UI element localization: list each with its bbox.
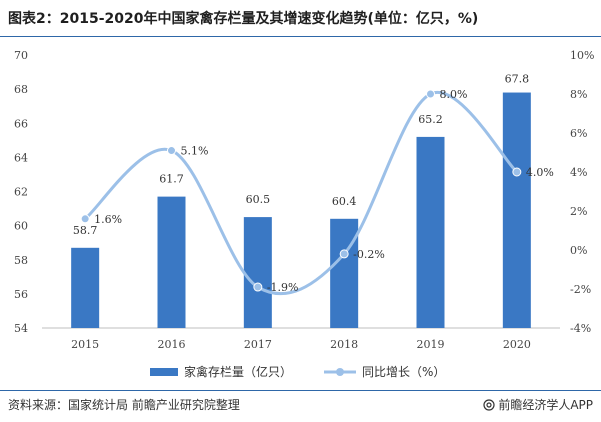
- bar-value-label: 65.2: [418, 113, 443, 126]
- bar: [243, 217, 272, 328]
- growth-point: [512, 167, 522, 177]
- right-axis-tick-label: 10%: [570, 49, 594, 62]
- right-axis-tick-label: 8%: [570, 88, 587, 101]
- x-axis-tick-label: 2015: [71, 338, 99, 351]
- left-axis-tick-label: 64: [14, 151, 28, 164]
- left-axis-tick-label: 62: [14, 186, 28, 199]
- growth-line: [84, 90, 518, 296]
- left-axis-tick-label: 58: [14, 254, 28, 267]
- legend-bar-label: 家禽存栏量（亿只）: [184, 364, 292, 379]
- growth-point: [167, 146, 176, 156]
- bar-value-label: 58.7: [73, 224, 98, 237]
- bar-value-label: 60.4: [332, 195, 357, 208]
- chart-title: 图表2：2015-2020年中国家禽存栏量及其增速变化趋势(单位：亿只，%): [8, 11, 479, 27]
- bar: [502, 92, 531, 328]
- bar-value-label: 60.5: [246, 193, 271, 206]
- x-axis-tick-label: 2020: [503, 338, 531, 351]
- right-axis-tick-label: 6%: [570, 127, 587, 140]
- title-rule: [0, 36, 601, 37]
- right-axis-tick-label: 0%: [570, 244, 587, 257]
- legend-bar-swatch: [150, 368, 178, 376]
- x-axis-tick-label: 2019: [417, 338, 445, 351]
- right-axis-tick-label: -4%: [570, 322, 591, 335]
- bar: [157, 196, 186, 328]
- left-axis-tick-label: 54: [14, 322, 28, 335]
- left-axis-tick-label: 60: [14, 220, 28, 233]
- growth-value-label: -0.2%: [353, 248, 385, 261]
- x-axis-tick-label: 2018: [330, 338, 358, 351]
- x-axis-tick-label: 2017: [244, 338, 272, 351]
- growth-point: [339, 249, 349, 259]
- growth-value-label: 1.6%: [94, 213, 122, 226]
- x-axis-tick-label: 2016: [158, 338, 186, 351]
- bar-value-label: 61.7: [159, 173, 184, 186]
- bar: [71, 247, 100, 328]
- left-axis-tick-label: 68: [14, 83, 28, 96]
- right-axis-tick-label: 2%: [570, 205, 587, 218]
- right-axis-tick-label: -2%: [570, 283, 591, 296]
- growth-value-label: -1.9%: [267, 281, 299, 294]
- bar: [416, 136, 445, 328]
- growth-value-label: 4.0%: [526, 166, 554, 179]
- left-axis-tick-label: 70: [14, 49, 28, 62]
- growth-point: [426, 89, 435, 99]
- bar-value-label: 67.8: [505, 73, 530, 86]
- bar: [330, 218, 359, 328]
- source-note: 资料来源：国家统计局 前瞻产业研究院整理: [8, 398, 240, 412]
- footer-rule: [0, 390, 601, 391]
- legend-line-marker: [336, 368, 344, 376]
- growth-point: [253, 282, 263, 292]
- brand-text: 前瞻经济学人APP: [498, 398, 593, 412]
- brand-credit: 前瞻经济学人APP: [483, 396, 593, 413]
- left-axis-tick-label: 56: [14, 288, 28, 301]
- left-axis-tick-label: 66: [14, 117, 28, 130]
- growth-point: [80, 214, 90, 224]
- growth-value-label: 5.1%: [181, 145, 209, 158]
- right-axis-tick-label: 4%: [570, 166, 587, 179]
- growth-value-label: 8.0%: [440, 88, 468, 101]
- at-icon: [483, 398, 495, 411]
- legend-line-label: 同比增长（%）: [362, 365, 445, 379]
